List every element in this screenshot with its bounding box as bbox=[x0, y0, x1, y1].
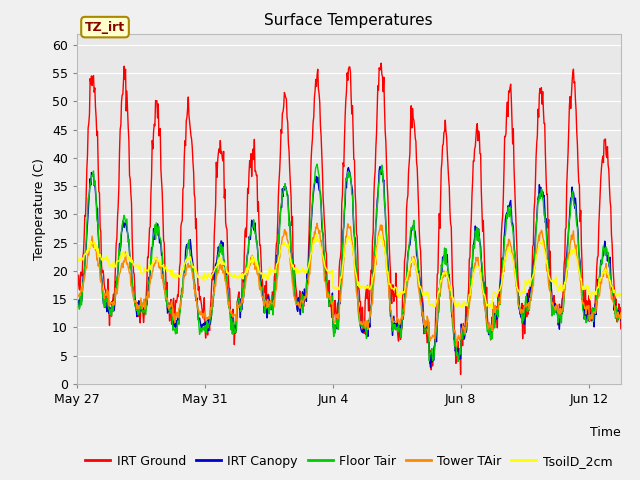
IRT Ground bbox=[147, 224, 154, 229]
IRT Ground bbox=[355, 285, 362, 290]
IRT Ground bbox=[73, 281, 81, 287]
TsoilD_2cm bbox=[490, 289, 498, 295]
Floor Tair bbox=[73, 305, 81, 311]
Floor Tair bbox=[135, 303, 143, 309]
Floor Tair bbox=[313, 161, 321, 167]
TsoilD_2cm bbox=[355, 284, 363, 290]
Title: Surface Temperatures: Surface Temperatures bbox=[264, 13, 433, 28]
Floor Tair bbox=[617, 314, 625, 320]
Tower TAir bbox=[147, 279, 154, 285]
IRT Ground bbox=[401, 253, 409, 259]
TsoilD_2cm bbox=[488, 306, 496, 312]
IRT Canopy bbox=[183, 241, 191, 247]
Tower TAir bbox=[401, 296, 409, 301]
TsoilD_2cm bbox=[313, 231, 321, 237]
Floor Tair bbox=[490, 315, 498, 321]
Tower TAir bbox=[183, 264, 191, 270]
Floor Tair bbox=[147, 265, 154, 271]
Line: TsoilD_2cm: TsoilD_2cm bbox=[77, 234, 621, 309]
IRT Canopy bbox=[377, 164, 385, 169]
IRT Canopy bbox=[355, 302, 362, 308]
Text: TZ_irt: TZ_irt bbox=[85, 21, 125, 34]
TsoilD_2cm bbox=[147, 267, 154, 273]
IRT Canopy bbox=[617, 317, 625, 323]
IRT Ground bbox=[135, 311, 143, 316]
Tower TAir bbox=[73, 293, 81, 299]
TsoilD_2cm bbox=[617, 291, 625, 297]
Y-axis label: Temperature (C): Temperature (C) bbox=[33, 158, 46, 260]
TsoilD_2cm bbox=[401, 284, 409, 289]
IRT Ground bbox=[457, 372, 465, 377]
Line: Tower TAir: Tower TAir bbox=[77, 223, 621, 346]
Line: IRT Ground: IRT Ground bbox=[77, 63, 621, 374]
Text: Time: Time bbox=[590, 426, 621, 439]
IRT Canopy bbox=[147, 268, 154, 274]
TsoilD_2cm bbox=[73, 256, 81, 262]
Tower TAir bbox=[490, 303, 498, 309]
Tower TAir bbox=[452, 343, 460, 349]
Line: Floor Tair: Floor Tair bbox=[77, 164, 621, 361]
IRT Ground bbox=[378, 60, 385, 66]
IRT Canopy bbox=[135, 298, 143, 304]
Line: IRT Canopy: IRT Canopy bbox=[77, 167, 621, 367]
TsoilD_2cm bbox=[183, 256, 191, 262]
IRT Canopy bbox=[490, 308, 498, 314]
IRT Canopy bbox=[427, 364, 435, 370]
Tower TAir bbox=[617, 310, 625, 316]
Floor Tair bbox=[401, 291, 409, 297]
TsoilD_2cm bbox=[135, 266, 143, 272]
IRT Canopy bbox=[401, 286, 409, 292]
Legend: IRT Ground, IRT Canopy, Floor Tair, Tower TAir, TsoilD_2cm: IRT Ground, IRT Canopy, Floor Tair, Towe… bbox=[81, 450, 617, 473]
IRT Canopy bbox=[73, 301, 81, 307]
IRT Ground bbox=[183, 115, 191, 120]
Floor Tair bbox=[355, 317, 363, 323]
Tower TAir bbox=[135, 306, 143, 312]
IRT Ground bbox=[617, 326, 625, 332]
Floor Tair bbox=[183, 252, 191, 258]
Tower TAir bbox=[313, 220, 321, 226]
Floor Tair bbox=[454, 359, 462, 364]
Tower TAir bbox=[355, 311, 363, 316]
IRT Ground bbox=[490, 318, 498, 324]
